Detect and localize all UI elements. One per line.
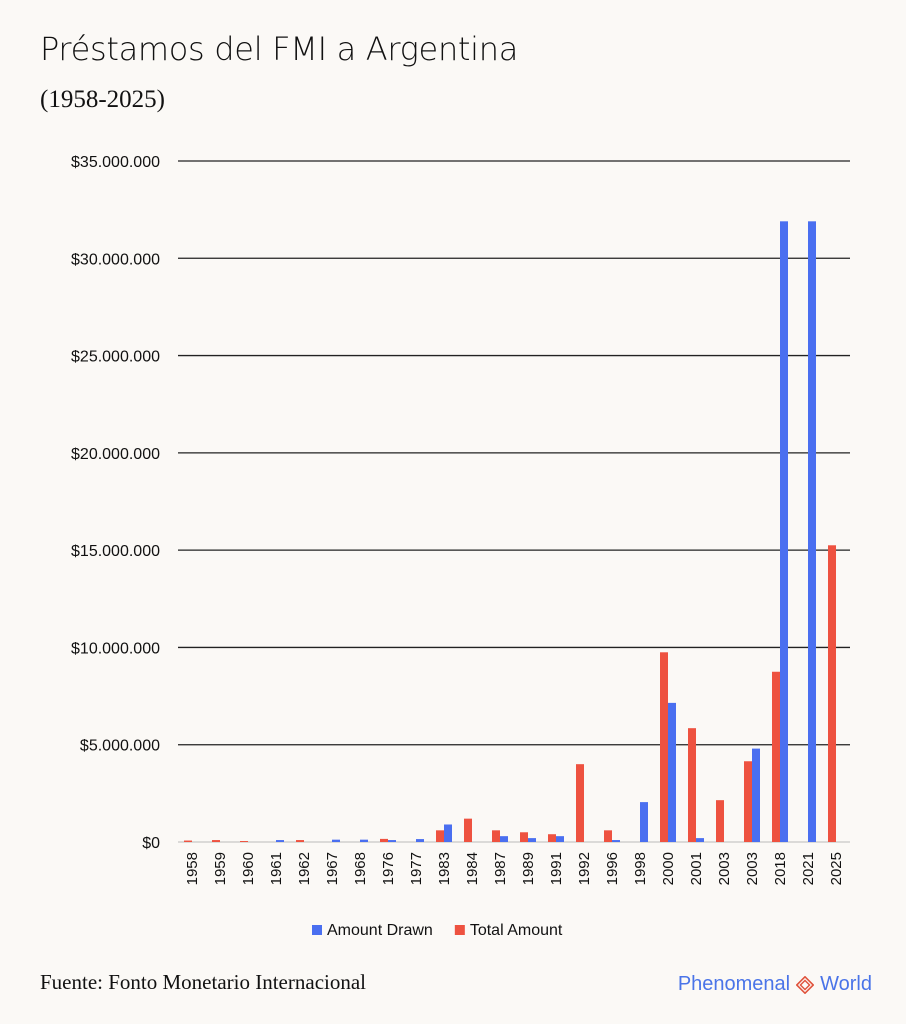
x-tick-label: 1991 [548,852,565,885]
bar-total-amount [576,764,584,842]
y-tick-label: $10.000.000 [71,640,160,657]
brand-left-text: Phenomenal [677,973,791,995]
y-tick-label: $25.000.000 [71,349,160,366]
y-tick-label: $35.000.000 [71,154,160,171]
brand-logo: Phenomenal World [678,973,872,996]
x-tick-label: 2025 [828,852,845,885]
x-tick-label: 2021 [800,852,817,885]
bar-total-amount [772,671,780,842]
bar-total-amount [212,840,220,842]
bar-amount-drawn [556,836,564,842]
bar-amount-drawn [388,840,396,842]
bar-amount-drawn [416,839,424,842]
x-tick-label: 2003 [716,852,733,885]
legend-label: Total Amount [470,922,563,939]
legend-swatch [312,925,322,935]
x-tick-label: 1976 [380,852,397,885]
bar-total-amount [240,841,248,842]
y-tick-label: $20.000.000 [71,446,160,463]
y-tick-label: $30.000.000 [71,251,160,268]
x-tick-label: 1962 [296,852,313,885]
y-tick-label: $5.000.000 [80,738,160,755]
bar-amount-drawn [500,836,508,842]
x-tick-label: 1968 [352,852,369,885]
bar-amount-drawn [696,838,704,842]
y-tick-label: $0 [142,835,160,852]
x-tick-label: 1977 [408,852,425,885]
bar-amount-drawn [360,839,368,842]
legend-label: Amount Drawn [327,922,433,939]
bar-amount-drawn [444,824,452,842]
chart-subtitle: (1958-2025) [40,86,165,113]
bar-total-amount [436,830,444,842]
y-tick-label: $15.000.000 [71,543,160,560]
bar-total-amount [604,830,612,842]
x-tick-label: 1959 [212,852,229,885]
bar-amount-drawn [332,839,340,842]
bar-amount-drawn [276,840,284,842]
bar-total-amount [296,840,304,842]
x-tick-label: 2001 [688,852,705,885]
x-tick-label: 1987 [492,852,509,885]
bar-total-amount [660,652,668,842]
bar-total-amount [464,818,472,842]
x-tick-label: 1967 [324,852,341,885]
bar-total-amount [380,838,388,842]
bar-amount-drawn [612,840,620,842]
bar-total-amount [716,800,724,842]
x-tick-label: 1996 [604,852,621,885]
bar-total-amount [828,545,836,842]
x-tick-label: 1992 [576,852,593,885]
bar-total-amount [688,728,696,842]
bar-amount-drawn [752,748,760,842]
source-note: Fuente: Fonto Monetario Internacional [40,970,367,994]
x-tick-label: 1998 [632,852,649,885]
bar-total-amount [744,761,752,842]
bar-amount-drawn [528,838,536,842]
x-tick-label: 1984 [464,852,481,885]
x-tick-label: 2003 [744,852,761,885]
bar-total-amount [492,830,500,842]
brand-right-text: World [820,973,872,995]
bar-amount-drawn [780,221,788,842]
bar-amount-drawn [808,221,816,842]
bar-total-amount [184,840,192,842]
x-tick-label: 1961 [268,852,285,885]
bar-chart: $0 $5.000.000 $10.000.000 $15.000.000 $20.00… [71,154,850,939]
bar-amount-drawn [668,702,676,842]
x-tick-label: 1983 [436,852,453,885]
legend-swatch [454,925,465,935]
bar-total-amount [548,834,556,842]
bar-amount-drawn [640,802,648,842]
x-tick-label: 2000 [660,852,677,885]
bar-total-amount [520,832,528,842]
x-tick-label: 1958 [184,852,201,885]
x-tick-label: 2018 [772,852,789,885]
chart-title: Préstamos del FMI a Argentina [40,30,519,68]
x-tick-label: 1960 [240,852,257,885]
diamond-logo-icon [796,975,815,994]
x-tick-label: 1989 [520,852,537,885]
